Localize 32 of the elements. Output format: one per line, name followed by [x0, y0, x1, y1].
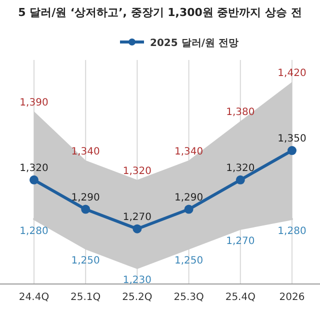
data-label: 1,290	[71, 192, 100, 204]
x-tick-label: 25.1Q	[70, 292, 101, 303]
point	[132, 224, 142, 234]
data-label: 1,280	[20, 226, 48, 238]
chart-title: 5 달러/원 ‘상저하고’, 중장기 1,300원 중반까지 상승 전	[18, 6, 302, 19]
point	[236, 175, 245, 184]
data-label: 1,340	[174, 146, 204, 158]
data-label: 1,320	[20, 162, 48, 174]
data-label: 1,340	[71, 146, 100, 158]
point	[30, 175, 38, 184]
x-tick-label: 2026	[279, 292, 305, 303]
data-label: 1,250	[71, 255, 100, 266]
point	[184, 204, 194, 214]
data-label: 1,420	[278, 68, 306, 79]
data-label: 1,320	[226, 162, 255, 174]
x-tick-label: 25.2Q	[122, 292, 152, 303]
x-tick-label: 25.3Q	[174, 292, 204, 303]
data-label: 1,350	[278, 134, 306, 145]
point	[81, 204, 90, 214]
data-label: 1,380	[226, 107, 255, 118]
data-label: 1,270	[226, 236, 255, 247]
data-label: 1,250	[174, 255, 204, 266]
data-label: 1,290	[174, 192, 204, 204]
data-label: 1,230	[122, 275, 152, 286]
data-label: 1,320	[122, 166, 152, 177]
data-label: 1,390	[20, 97, 48, 108]
data-label: 1,270	[122, 212, 152, 223]
x-tick-label: 25.4Q	[225, 292, 256, 303]
x-tick-label: 24.4Q	[18, 292, 50, 303]
data-label: 1,280	[278, 226, 306, 238]
point	[288, 146, 296, 156]
legend-label: 2025 달러/원 전망	[150, 38, 238, 49]
